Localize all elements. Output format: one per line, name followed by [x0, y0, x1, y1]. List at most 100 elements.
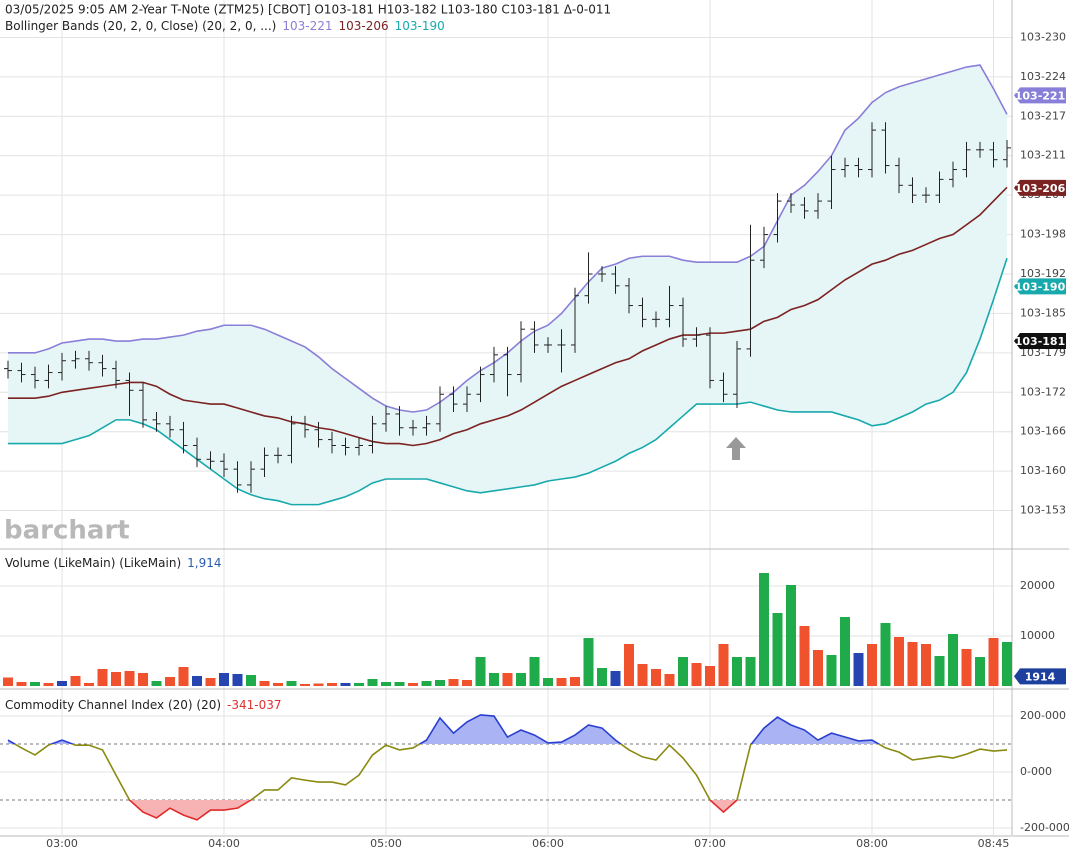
y-tick-label: 103-192 [1020, 267, 1066, 280]
volume-bar [651, 669, 661, 686]
last-value-label: 103-181 [1015, 335, 1066, 348]
event-arrow [726, 437, 746, 460]
volume-bar [988, 638, 999, 686]
volume-bar [880, 623, 891, 686]
volume-bar [583, 638, 594, 686]
y-tick-label: 103-211 [1020, 149, 1066, 162]
volume-bar [516, 673, 526, 686]
y-tick-label: 103-185 [1020, 306, 1066, 319]
volume-bar [327, 683, 337, 686]
last-value-badge [1014, 333, 1066, 350]
y-tick-label: 103-217 [1020, 109, 1066, 122]
volume-bar [529, 657, 540, 686]
volume-bar [772, 613, 783, 686]
volume-bar [381, 682, 391, 686]
volume-bar [610, 671, 621, 686]
volume-bar [853, 653, 864, 686]
volume-bar [502, 673, 513, 686]
volume-bar [354, 683, 364, 686]
x-tick-label: 07:00 [694, 837, 726, 850]
volume-bar [840, 617, 850, 686]
volume-bar [273, 683, 283, 686]
last-value-badge [1014, 668, 1066, 685]
volume-bar [340, 683, 351, 686]
volume-bar [718, 644, 729, 686]
volume-bar [408, 683, 418, 686]
volume-bar [948, 634, 958, 686]
band-fill [8, 65, 1007, 505]
volume-bar [97, 669, 108, 686]
watermark: barchart [4, 516, 130, 546]
volume-bar [30, 682, 40, 686]
volume-bar [435, 680, 445, 686]
middle-value: 103-206 [338, 19, 388, 33]
y-tick-label: 103-153 [1020, 504, 1066, 517]
volume-bar [570, 677, 580, 686]
marks [3, 64, 1012, 821]
volume-bar [192, 676, 202, 686]
volume-bar [475, 657, 486, 686]
volume-bar [664, 674, 675, 686]
volume-bar [961, 649, 972, 686]
y-tick-label: 103-160 [1020, 464, 1066, 477]
volume-bar [300, 684, 310, 686]
volume-bar [165, 677, 175, 686]
y-tick-label: 20000 [1020, 579, 1055, 592]
volume-bar [975, 657, 985, 686]
volume-bar [678, 657, 688, 686]
last-value-badge [1014, 179, 1066, 196]
volume-bar [57, 681, 67, 686]
under-fill [8, 800, 1007, 820]
volume-value: 1,914 [187, 556, 221, 570]
band-line [8, 257, 1008, 506]
cci-line [128, 800, 738, 821]
y-tick-label: -200-000 [1020, 821, 1069, 834]
volume-bar [786, 585, 796, 686]
volume-bar [934, 656, 945, 686]
volume-bar [759, 573, 769, 686]
last-value-label: 103-221 [1015, 89, 1066, 102]
volume-bar [246, 675, 256, 686]
cci-title: Commodity Channel Index (20) (20) [5, 698, 221, 712]
volume-bar [624, 644, 634, 686]
volume-bar [219, 673, 229, 686]
volume-bar [205, 678, 216, 686]
volume-bar [637, 664, 648, 686]
volume-bar [84, 683, 94, 686]
y-tick-label: 10000 [1020, 629, 1055, 642]
indicator-title: Bollinger Bands (20, 2, 0, Close) (20, 2… [5, 19, 276, 33]
x-tick-label: 08:45 [978, 837, 1010, 850]
volume-bar [421, 681, 432, 686]
x-tick-label: 06:00 [532, 837, 564, 850]
band-line [8, 186, 1008, 447]
volume-bar [705, 666, 715, 686]
upper-value: 103-221 [282, 19, 332, 33]
x-tick-label: 03:00 [46, 837, 78, 850]
cci-line [7, 714, 881, 745]
volume-bar [151, 681, 162, 686]
cci-value: -341-037 [227, 698, 281, 712]
volume-bar [921, 644, 931, 686]
volume-bar [799, 626, 810, 686]
volume-bar [448, 679, 459, 686]
volume-bar [597, 668, 607, 686]
y-tick-label: 200-000 [1020, 709, 1066, 722]
volume-bar [691, 663, 702, 686]
volume-bar [1002, 642, 1012, 686]
volume-bar [70, 676, 81, 686]
volume-bar [16, 682, 27, 686]
last-value-badge [1014, 278, 1066, 295]
volume-bar [259, 681, 270, 686]
y-tick-label: 103-172 [1020, 385, 1066, 398]
volume-bar [3, 677, 13, 686]
volume-bar [111, 672, 121, 686]
volume-title: Volume (LikeMain) (LikeMain) [5, 556, 181, 570]
y-tick-label: 103-179 [1020, 346, 1066, 359]
volume-bar [232, 674, 243, 686]
volume-bar [894, 637, 904, 686]
volume-bar [745, 657, 756, 686]
volume-bar [826, 655, 837, 686]
volume-bar [462, 680, 472, 686]
volume-bar [543, 678, 553, 686]
